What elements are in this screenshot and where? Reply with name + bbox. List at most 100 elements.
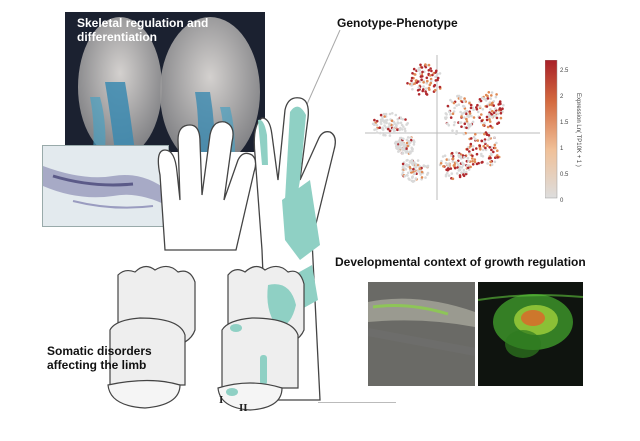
umap-point bbox=[444, 161, 448, 165]
umap-point bbox=[460, 125, 463, 128]
umap-point bbox=[443, 154, 447, 157]
umap-point bbox=[475, 152, 479, 156]
umap-point bbox=[488, 101, 492, 104]
umap-point bbox=[390, 119, 394, 123]
colorbar-tick: 2 bbox=[560, 94, 564, 100]
teal-region-limb-upper bbox=[267, 284, 296, 326]
umap-point bbox=[402, 145, 405, 149]
umap-point bbox=[408, 161, 412, 164]
umap-point bbox=[397, 121, 400, 125]
umap-point bbox=[491, 101, 494, 105]
umap-point bbox=[381, 127, 384, 130]
umap-point bbox=[420, 66, 424, 69]
umap-point bbox=[427, 69, 431, 72]
umap-point bbox=[446, 167, 450, 170]
umap-point bbox=[471, 160, 474, 163]
umap-point bbox=[459, 110, 462, 114]
umap-point bbox=[424, 176, 427, 179]
umap-point bbox=[481, 160, 484, 164]
umap-point bbox=[450, 172, 454, 175]
umap-point bbox=[447, 174, 451, 177]
umap-point bbox=[499, 111, 503, 115]
embryo-photo-left bbox=[368, 282, 475, 386]
colorbar-tick: 1.5 bbox=[560, 120, 569, 126]
umap-point bbox=[466, 166, 470, 170]
umap-point bbox=[490, 153, 493, 157]
umap-point bbox=[410, 179, 414, 183]
umap-point bbox=[417, 67, 421, 70]
umap-point bbox=[430, 69, 433, 73]
umap-point bbox=[494, 107, 497, 110]
umap-point bbox=[486, 144, 489, 147]
umap-point bbox=[455, 104, 458, 107]
umap-point bbox=[413, 172, 417, 175]
umap-point bbox=[380, 120, 383, 123]
umap-point bbox=[379, 131, 382, 135]
umap-point bbox=[460, 171, 463, 174]
umap-point bbox=[501, 107, 504, 110]
umap-point bbox=[489, 124, 492, 128]
umap-point bbox=[451, 112, 455, 115]
umap-point bbox=[453, 163, 456, 166]
numeral-two: II bbox=[239, 402, 248, 414]
umap-point bbox=[451, 160, 455, 163]
umap-point bbox=[468, 150, 471, 153]
umap-point bbox=[493, 160, 497, 164]
umap-point bbox=[483, 140, 486, 143]
umap-point bbox=[471, 163, 475, 166]
umap-point bbox=[463, 155, 466, 159]
umap-point bbox=[401, 118, 404, 121]
umap-point bbox=[410, 81, 414, 85]
umap-point bbox=[388, 134, 392, 137]
umap-point bbox=[444, 112, 448, 115]
umap-point bbox=[464, 112, 468, 115]
umap-point bbox=[488, 146, 491, 149]
umap-point bbox=[494, 95, 498, 99]
umap-point bbox=[409, 138, 413, 142]
umap-point bbox=[488, 118, 491, 121]
embryo-image-left bbox=[368, 282, 475, 386]
umap-point bbox=[422, 81, 425, 84]
umap-points bbox=[371, 63, 505, 183]
umap-point bbox=[457, 94, 461, 98]
umap-point bbox=[455, 172, 459, 175]
umap-point bbox=[399, 126, 402, 130]
left-limb-foot bbox=[107, 379, 181, 409]
umap-point bbox=[388, 112, 392, 116]
umap-point bbox=[378, 126, 381, 129]
umap-point bbox=[398, 141, 402, 145]
umap-point bbox=[388, 129, 392, 133]
umap-point bbox=[452, 123, 456, 127]
umap-point bbox=[429, 67, 432, 70]
umap-point bbox=[409, 152, 412, 155]
umap-point bbox=[399, 146, 403, 150]
umap-point bbox=[447, 110, 451, 113]
umap-point bbox=[459, 121, 463, 124]
umap-point bbox=[442, 165, 445, 168]
umap-point bbox=[469, 106, 473, 110]
umap-point bbox=[411, 72, 414, 75]
umap-point bbox=[487, 157, 491, 160]
histology-image bbox=[43, 146, 168, 226]
umap-point bbox=[486, 162, 489, 165]
umap-point bbox=[418, 80, 422, 83]
umap-point bbox=[425, 93, 429, 96]
umap-point bbox=[460, 115, 463, 118]
umap-point bbox=[484, 146, 487, 150]
umap-point bbox=[399, 137, 402, 141]
umap-point bbox=[455, 151, 458, 154]
umap-point bbox=[453, 166, 457, 170]
umap-point bbox=[375, 131, 379, 134]
umap-point bbox=[476, 110, 480, 114]
embryo-photo-right bbox=[478, 282, 583, 386]
umap-point bbox=[409, 136, 412, 139]
umap-point bbox=[450, 151, 454, 155]
teal-region-palm bbox=[282, 180, 320, 260]
right-limb-lower bbox=[221, 317, 299, 389]
umap-point bbox=[471, 144, 475, 148]
umap-point bbox=[490, 103, 493, 107]
umap-point bbox=[406, 122, 409, 125]
umap-point bbox=[496, 112, 500, 116]
umap-point bbox=[486, 97, 490, 100]
